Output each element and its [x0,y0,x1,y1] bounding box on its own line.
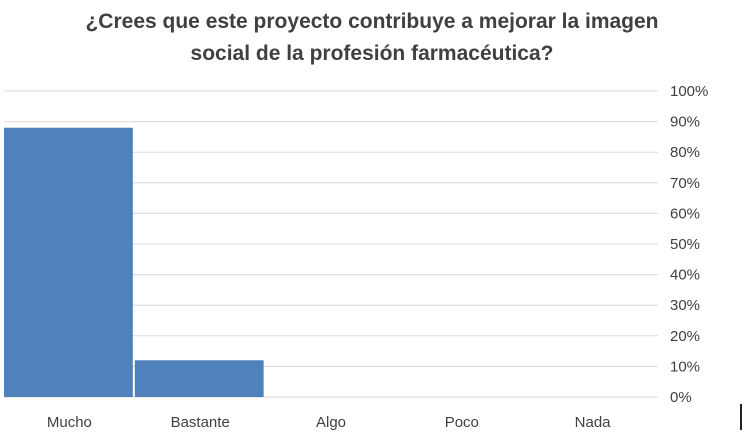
y-tick-label: 70% [670,175,700,192]
bar-bastante [134,360,264,397]
y-tick-label: 40% [670,267,700,284]
y-tick-label: 80% [670,144,700,161]
bars [4,127,264,397]
y-tick-label: 100% [670,83,708,100]
x-axis-category-labels: Mucho Bastante Algo Poco Nada [47,414,611,431]
y-tick-label: 60% [670,205,700,222]
x-category-label: Poco [445,414,479,431]
y-tick-label: 0% [670,389,692,406]
chart-title: ¿Crees que este proyecto contribuye a me… [0,6,744,70]
chart-title-line-1: ¿Crees que este proyecto contribuye a me… [85,10,659,33]
x-category-label: Algo [316,414,346,431]
y-tick-label: 10% [670,358,700,375]
y-tick-label: 30% [670,297,700,314]
y-tick-label: 50% [670,236,700,253]
y-tick-label: 90% [670,114,700,131]
y-tick-label: 20% [670,328,700,345]
x-category-label: Bastante [171,414,230,431]
chart-title-line-2: social de la profesión farmacéutica? [190,42,554,65]
y-axis-tick-labels: 0% 10% 20% 30% 40% 50% 60% 70% 80% 90% 100% [670,83,708,406]
bar-mucho [4,127,133,397]
text-cursor-mark [740,404,742,430]
x-category-label: Nada [575,414,612,431]
x-category-label: Mucho [47,414,92,431]
